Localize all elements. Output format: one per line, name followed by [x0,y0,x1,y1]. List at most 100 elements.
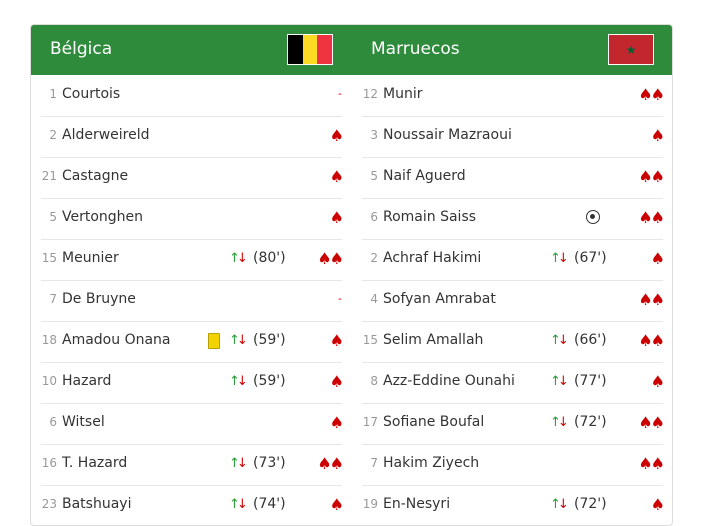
player-rating: ♠ [329,331,344,350]
team-name: Marruecos [371,39,460,59]
player-rating: ♠ [650,372,665,391]
substitution-icon: ↑↓ [229,333,248,348]
player-row: 16 T. Hazard ↑↓ (73') ♠♠ [41,444,344,486]
player-name: T. Hazard [62,455,128,471]
player-number: 6 [49,415,57,429]
player-rating: ♠♠ [317,454,344,473]
player-name: Romain Saiss [383,209,477,225]
goal-icon [586,210,600,224]
substitution-minute: (72') [574,414,607,430]
player-name: Sofiane Boufal [383,414,485,430]
player-row: 17 Sofiane Boufal ↑↓ (72') ♠♠ [362,403,665,445]
player-row: 8 Azz-Eddine Ounahi ↑↓ (77') ♠ [362,362,665,404]
player-rating: - [338,292,342,305]
substitution-minute: (66') [574,332,607,348]
player-number: 12 [362,87,378,101]
player-name: Witsel [62,414,105,430]
player-number: 3 [370,128,378,142]
player-rating: ♠ [329,413,344,432]
player-name: Alderweireld [62,127,150,143]
player-row: 21 Castagne ♠ [41,157,344,199]
substitution-icon: ↑↓ [550,415,569,430]
player-number: 1 [49,87,57,101]
player-row: 2 Alderweireld ♠ [41,116,344,158]
player-number: 10 [41,374,57,388]
player-name: Naif Aguerd [383,168,466,184]
player-number: 8 [370,374,378,388]
flag-morocco: ★ [608,34,654,65]
substitution-icon: ↑↓ [229,497,248,512]
player-rating: ♠ [329,208,344,227]
player-rating: ♠♠ [638,85,665,104]
player-name: Batshuayi [62,496,132,512]
player-row: 3 Noussair Mazraoui ♠ [362,116,665,158]
player-rating: ♠♠ [317,249,344,268]
player-rating: ♠ [329,495,344,514]
player-row: 6 Witsel ♠ [41,403,344,445]
player-row: 23 Batshuayi ↑↓ (74') ♠ [41,485,344,525]
substitution-minute: (67') [574,250,607,266]
player-rating: ♠ [329,372,344,391]
player-name: Achraf Hakimi [383,250,482,266]
player-number: 5 [370,169,378,183]
player-name: Courtois [62,86,121,102]
yellow-card [208,333,220,349]
player-rating: ♠ [650,126,665,145]
player-number: 15 [41,251,57,265]
substitution-icon: ↑↓ [550,374,569,389]
player-rating: - [338,87,342,100]
substitution-icon: ↑↓ [550,333,569,348]
substitution-minute: (77') [574,373,607,389]
player-row: 6 Romain Saiss ♠♠ [362,198,665,240]
player-rating: ♠ [650,495,665,514]
player-row: 5 Naif Aguerd ♠♠ [362,157,665,199]
player-name: Azz-Eddine Ounahi [383,373,515,389]
team-name: Bélgica [50,39,113,59]
player-row: 19 En-Nesyri ↑↓ (72') ♠ [362,485,665,525]
player-row: 4 Sofyan Amrabat ♠♠ [362,280,665,322]
player-number: 19 [362,497,378,511]
lineup-card: Bélgica Marruecos ★ 1 Courtois - 2 Alderweir… [30,24,673,526]
player-row: 18 Amadou Onana ↑↓ (59') ♠ [41,321,344,363]
substitution-minute: (59') [253,373,286,389]
page: Bélgica Marruecos ★ 1 Courtois - 2 Alderweir… [30,24,673,526]
player-number: 17 [362,415,378,429]
player-row: 5 Vertonghen ♠ [41,198,344,240]
player-rating: ♠♠ [638,454,665,473]
flag-belgium [287,34,333,65]
substitution-icon: ↑↓ [229,251,248,266]
player-number: 23 [41,497,57,511]
player-rating: ♠ [329,167,344,186]
player-row: 12 Munir ♠♠ [362,75,665,117]
player-number: 2 [370,251,378,265]
player-rating: ♠♠ [638,413,665,432]
header: Bélgica Marruecos ★ [31,25,672,75]
player-number: 5 [49,210,57,224]
player-name: Noussair Mazraoui [383,127,512,143]
player-row: 2 Achraf Hakimi ↑↓ (67') ♠ [362,239,665,281]
substitution-minute: (72') [574,496,607,512]
player-name: Munir [383,86,423,102]
player-number: 6 [370,210,378,224]
player-rating: ♠ [329,126,344,145]
player-number: 21 [41,169,57,183]
substitution-icon: ↑↓ [550,497,569,512]
player-number: 18 [41,333,57,347]
substitution-minute: (73') [253,455,286,471]
player-name: Amadou Onana [62,332,171,348]
player-name: Hazard [62,373,112,389]
substitution-minute: (74') [253,496,286,512]
player-number: 7 [370,456,378,470]
player-name: Meunier [62,250,119,266]
player-number: 2 [49,128,57,142]
player-row: 10 Hazard ↑↓ (59') ♠ [41,362,344,404]
player-name: Selim Amallah [383,332,484,348]
substitution-minute: (80') [253,250,286,266]
substitution-icon: ↑↓ [229,456,248,471]
player-row: 1 Courtois - [41,75,342,117]
player-number: 7 [49,292,57,306]
player-rating: ♠ [650,249,665,268]
player-row: 15 Selim Amallah ↑↓ (66') ♠♠ [362,321,665,363]
player-rating: ♠♠ [638,331,665,350]
player-name: Sofyan Amrabat [383,291,496,307]
